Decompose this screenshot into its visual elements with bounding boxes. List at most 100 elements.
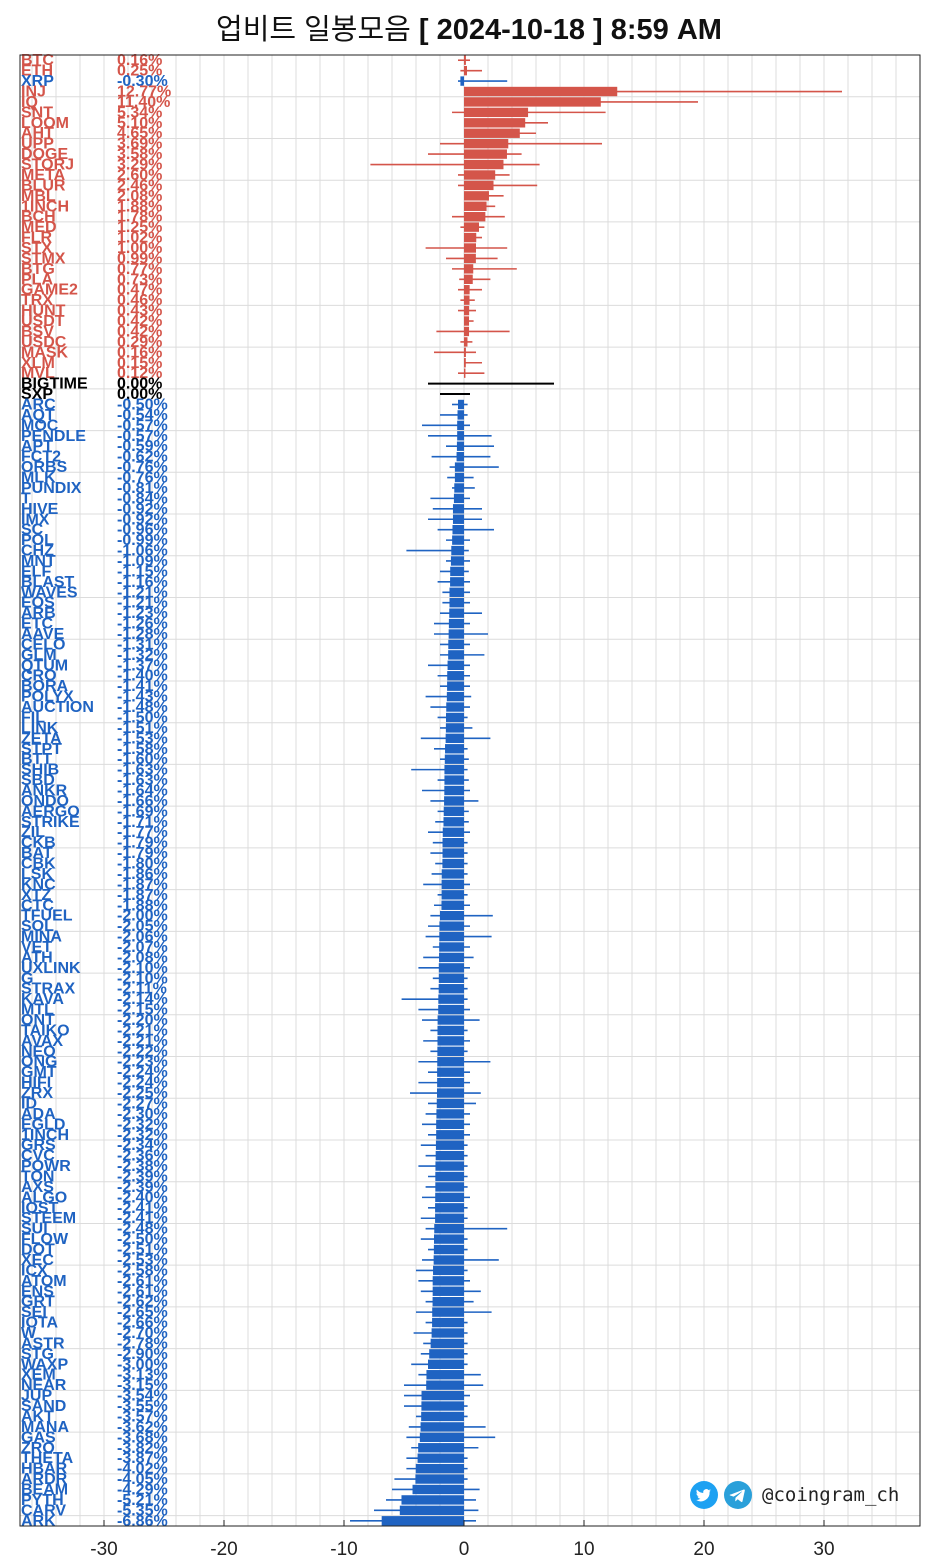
row-pct-label: -0.84% (117, 490, 168, 507)
bar (464, 232, 477, 243)
row-pct-label: -2.25% (117, 1085, 168, 1102)
bar (442, 848, 464, 858)
telegram-icon[interactable] (724, 1481, 752, 1509)
bar (419, 1432, 464, 1443)
bar (454, 483, 464, 493)
row-pct-label: -2.66% (117, 1315, 168, 1332)
row-pct-label: -0.59% (117, 438, 168, 455)
row-name-label: ASTR (21, 1335, 65, 1352)
row-pct-label: -2.30% (117, 1106, 168, 1123)
bar (457, 420, 464, 431)
row-name-label: HUNT (21, 303, 66, 320)
bar (442, 837, 464, 848)
row-name-label: IOST (21, 1200, 59, 1217)
row-pct-label: 3.69% (117, 136, 162, 153)
bar (464, 337, 468, 347)
bar (447, 671, 464, 681)
row-pct-label: 1.02% (117, 230, 162, 247)
row-pct-label: 0.42% (117, 323, 162, 340)
bar (448, 618, 464, 629)
bar (436, 1119, 464, 1130)
row-pct-label: -3.13% (117, 1367, 168, 1384)
row-pct-label: 11.40% (117, 94, 170, 111)
bar (432, 1307, 464, 1317)
row-pct-label: 0.15% (117, 355, 162, 372)
bar (458, 399, 464, 410)
bar (430, 1338, 464, 1349)
row-name-label: ZIL (21, 824, 45, 841)
row-pct-label: 0.99% (117, 250, 162, 267)
row-labels: BTC 0.16% ETH 0.25% XRP -0.30% INJ 12.77% IQ 11.4… (21, 52, 171, 1530)
bar (452, 514, 464, 524)
row-pct-label: 5.34% (117, 104, 162, 121)
bar (464, 295, 470, 305)
row-name-label: ZRX (21, 1085, 53, 1102)
row-name-label: ATH (21, 949, 53, 966)
bar (439, 942, 464, 952)
bar (432, 1286, 464, 1296)
bar (415, 1474, 464, 1484)
row-pct-label: 0.47% (117, 282, 162, 299)
bar (441, 900, 464, 910)
bar (417, 1453, 464, 1463)
x-tick-label: -10 (330, 1539, 357, 1560)
row-pct-label: 0.00% (117, 386, 162, 403)
row-name-label: ADA (21, 1106, 56, 1123)
row-name-label: ARK (21, 1513, 56, 1530)
bar (437, 1046, 464, 1057)
x-ticks: -30 -20 -10 0 10 20 30 (90, 1520, 835, 1560)
row-name-label: PENDLE (21, 428, 86, 445)
row-name-label: STMX (21, 250, 66, 267)
row-name-label: PUNDIX (21, 480, 82, 497)
row-pct-label: 4.65% (117, 125, 162, 142)
bar (457, 410, 464, 420)
row-pct-label: -0.99% (117, 532, 168, 549)
row-name-label: T (21, 490, 31, 507)
bar (464, 243, 476, 253)
bar (401, 1495, 464, 1505)
bar (450, 556, 464, 566)
row-name-label: MASK (21, 344, 69, 361)
bar (412, 1484, 464, 1495)
bar (437, 1067, 464, 1077)
row-pct-label: -1.32% (117, 647, 168, 664)
row-name-label: AXS (21, 1179, 54, 1196)
row-name-label: PYTH (21, 1492, 64, 1509)
bar (442, 858, 464, 869)
row-pct-label: -0.57% (117, 417, 168, 434)
bar (447, 681, 464, 691)
row-name-label: PLA (21, 271, 53, 288)
row-pct-label: -4.02% (117, 1461, 168, 1478)
row-pct-label: -3.15% (117, 1377, 168, 1394)
row-name-label: LSK (21, 866, 53, 883)
row-name-label: USDC (21, 334, 67, 351)
row-name-label: UXLINK (21, 960, 81, 977)
bar (437, 1077, 464, 1088)
bar (435, 1192, 464, 1203)
twitter-icon[interactable] (690, 1481, 718, 1509)
bar (464, 305, 470, 316)
row-name-label: HIVE (21, 501, 59, 518)
row-name-label: BLAST (21, 574, 75, 591)
bar (464, 55, 466, 65)
x-tick-label: 10 (573, 1539, 594, 1560)
row-name-label: ELF (21, 563, 51, 580)
row-name-label: KNC (21, 876, 56, 893)
row-pct-label: 2.46% (117, 177, 162, 194)
row-pct-label: -0.96% (117, 522, 168, 539)
x-tick-label: 20 (693, 1539, 714, 1560)
row-pct-label: -2.07% (117, 939, 168, 956)
row-pct-label: -1.53% (117, 730, 168, 747)
row-pct-label: -3.87% (117, 1450, 168, 1467)
row-name-label: ICX (21, 1262, 48, 1279)
row-pct-label: -3.55% (117, 1398, 168, 1415)
bar (440, 910, 464, 921)
bar (434, 1234, 464, 1244)
row-pct-label: -1.64% (117, 783, 168, 800)
row-name-label: META (21, 167, 66, 184)
bar (464, 149, 507, 159)
bar (464, 274, 473, 284)
row-pct-label: -1.31% (117, 636, 168, 653)
bar (464, 326, 470, 337)
row-name-label: APT (21, 438, 53, 455)
